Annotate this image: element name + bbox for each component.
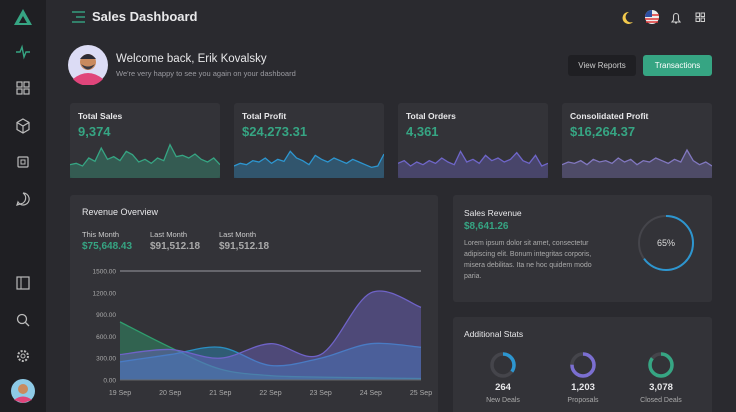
area-line bbox=[119, 342, 422, 367]
x-tick-label: 19 Sep bbox=[109, 390, 131, 397]
stat-title: Total Sales bbox=[78, 111, 123, 121]
nav-activity[interactable] bbox=[15, 44, 31, 60]
language-flag[interactable] bbox=[645, 10, 659, 24]
x-tick-label: 24 Sep bbox=[360, 390, 382, 397]
stat-card: Consolidated Profit $16,264.37 bbox=[562, 103, 712, 178]
stat-value: 3,078 bbox=[649, 382, 673, 393]
stat-value: 4,361 bbox=[406, 124, 439, 139]
summary-label: Last Month bbox=[150, 230, 188, 239]
nav-panel[interactable] bbox=[15, 275, 31, 291]
user-avatar-small[interactable] bbox=[11, 379, 35, 403]
x-tick-label: 25 Sep bbox=[410, 390, 432, 397]
nav-chat[interactable] bbox=[15, 191, 31, 207]
welcome-title: Welcome back, Erik Kovalsky bbox=[116, 53, 267, 65]
area bbox=[562, 150, 712, 178]
y-tick-label: 0.00 bbox=[103, 378, 116, 385]
y-tick-label: 300.00 bbox=[96, 356, 116, 363]
transactions-button[interactable]: Transactions bbox=[643, 55, 712, 76]
area-line bbox=[234, 150, 384, 169]
summary-value: $91,512.18 bbox=[150, 241, 201, 252]
y-tick-label: 1500.00 bbox=[93, 269, 117, 276]
area-line bbox=[119, 321, 422, 380]
summary-label: Last Month bbox=[219, 230, 257, 239]
nav-grid[interactable] bbox=[15, 80, 31, 96]
card-text: Lorem ipsum dolor sit amet, consectetur … bbox=[464, 240, 592, 280]
card-title: Sales Revenue bbox=[464, 208, 522, 218]
area-line bbox=[562, 148, 712, 167]
stat-value: $24,273.31 bbox=[242, 124, 308, 139]
revenue-card: Revenue Overview This Month $75,648.43 L… bbox=[70, 195, 438, 412]
stat-label: Proposals bbox=[567, 397, 599, 404]
y-tick-label: 600.00 bbox=[96, 334, 116, 341]
summary-label: This Month bbox=[82, 230, 120, 239]
revenue-chart: 0.00 300.00 600.00 900.00 1200.00 1500.00 19 S… bbox=[93, 269, 433, 398]
stat-ring bbox=[490, 352, 516, 378]
additional-stats-card: Additional Stats 264 New Deals 1,203 Propos… bbox=[453, 317, 712, 412]
area bbox=[70, 144, 220, 178]
card-title: Revenue Overview bbox=[82, 207, 159, 217]
x-tick-label: 20 Sep bbox=[159, 390, 181, 397]
stat-value: $16,264.37 bbox=[570, 124, 636, 139]
area-line bbox=[119, 290, 422, 359]
donut-label: 65% bbox=[657, 238, 675, 248]
sparkline bbox=[70, 143, 220, 178]
view-reports-button[interactable]: View Reports bbox=[568, 55, 636, 76]
sidebar bbox=[0, 0, 46, 412]
stat-title: Consolidated Profit bbox=[570, 111, 649, 121]
donut-arc bbox=[638, 215, 694, 271]
nav-box[interactable] bbox=[15, 118, 31, 134]
donut: 65% bbox=[638, 215, 694, 271]
nav-chip[interactable] bbox=[15, 154, 31, 170]
menu-icon[interactable] bbox=[72, 10, 86, 24]
stat-title: Total Profit bbox=[242, 111, 287, 121]
area bbox=[120, 290, 421, 380]
stat-card: Total Sales 9,374 bbox=[70, 103, 220, 178]
stat-label: New Deals bbox=[486, 397, 520, 404]
card-title: Additional Stats bbox=[464, 329, 524, 339]
stat-value: 264 bbox=[495, 382, 512, 393]
x-tick-label: 23 Sep bbox=[310, 390, 332, 397]
stat-card: Total Profit $24,273.31 bbox=[234, 103, 384, 178]
y-tick-label: 900.00 bbox=[96, 312, 116, 319]
sparkline bbox=[398, 149, 548, 178]
summary-value: $91,512.18 bbox=[219, 241, 270, 252]
stat-ring bbox=[570, 352, 596, 378]
stat-card: Total Orders 4,361 bbox=[398, 103, 548, 178]
area bbox=[398, 151, 548, 178]
stats-rings: 264 New Deals 1,203 Proposals 3,078 Closed De… bbox=[486, 352, 682, 404]
user-avatar bbox=[68, 45, 108, 85]
x-tick-label: 21 Sep bbox=[209, 390, 231, 397]
page-title: Sales Dashboard bbox=[92, 9, 198, 24]
area-line bbox=[70, 143, 220, 167]
summary-value: $75,648.43 bbox=[82, 241, 133, 252]
area bbox=[120, 343, 421, 380]
nav-settings[interactable] bbox=[15, 348, 31, 364]
notifications[interactable] bbox=[670, 12, 682, 24]
stat-value: 9,374 bbox=[78, 124, 111, 139]
y-tick-label: 1200.00 bbox=[93, 290, 117, 297]
sparkline bbox=[562, 148, 712, 178]
welcome-subtitle: We're very happy to see you again on you… bbox=[116, 69, 296, 78]
sparkline bbox=[234, 150, 384, 178]
header-tools bbox=[622, 10, 705, 24]
apps[interactable] bbox=[695, 12, 705, 22]
stat-ring bbox=[648, 352, 674, 378]
stat-title: Total Orders bbox=[406, 111, 456, 121]
nav-search[interactable] bbox=[15, 312, 31, 328]
card-value: $8,641.26 bbox=[464, 221, 509, 232]
stat-value: 1,203 bbox=[571, 382, 595, 393]
stat-label: Closed Deals bbox=[640, 397, 682, 404]
sales-revenue-card: Sales Revenue $8,641.26 Lorem ipsum dolo… bbox=[453, 195, 712, 302]
x-tick-label: 22 Sep bbox=[259, 390, 281, 397]
area bbox=[120, 321, 421, 380]
logo[interactable] bbox=[13, 8, 33, 26]
area-line bbox=[398, 149, 548, 167]
area bbox=[234, 151, 384, 178]
theme-toggle[interactable] bbox=[622, 11, 633, 24]
